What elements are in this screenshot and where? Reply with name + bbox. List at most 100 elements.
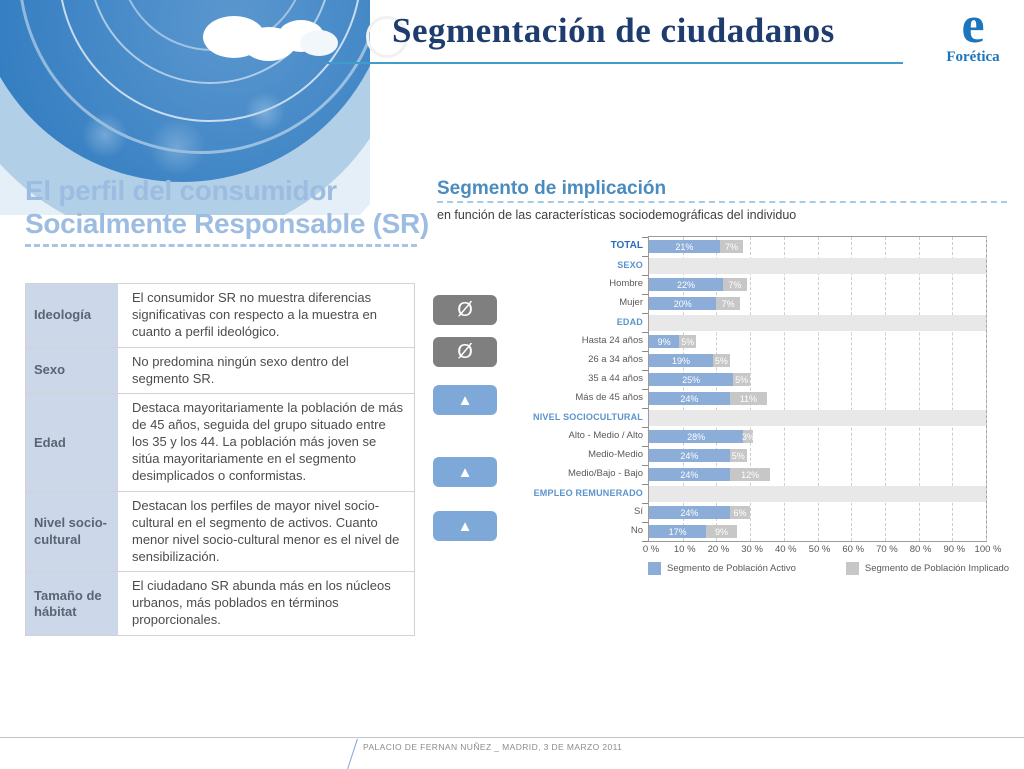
chart-row-label: Medio-Medio [588, 449, 643, 460]
chart-row: 9% 5% [649, 332, 986, 351]
gridline [783, 237, 785, 541]
x-tick-label: 40 % [774, 544, 797, 555]
legend-label: Segmento de Población Implicado [864, 563, 1010, 574]
ghost-circle-decoration [366, 16, 408, 58]
table-row: Ideología El consumidor SR no muestra dif… [26, 284, 414, 347]
gridline [817, 237, 819, 541]
chart-row: 25% 5% [649, 370, 986, 389]
x-tick-label: 30 % [741, 544, 763, 555]
chart-row-label: Mujer [619, 297, 643, 308]
chart-x-axis: 0 % 10 % 20 % 30 % 40 % 50 % 60 % 70 % 80 % 90 % 1… [643, 544, 1002, 556]
table-row: Tamaño de hábitat El ciudadano SR abunda … [26, 571, 414, 636]
chart-row [649, 484, 986, 503]
y-axis-tick [642, 256, 648, 257]
stacked-bar: 24% 6% [649, 506, 986, 519]
bar-segment-activo: 19% [649, 354, 714, 367]
cloud-icon [300, 30, 338, 56]
table-row-label: Edad [26, 394, 121, 491]
chart-row-label: Sí [634, 506, 643, 517]
y-axis-tick [642, 313, 648, 314]
y-axis-tick [642, 427, 648, 428]
indicator-no-difference-chip: Ø [433, 337, 497, 367]
chart-row: 24% 6% [649, 503, 986, 522]
bar-segment-activo: 24% [649, 392, 730, 405]
chart-subtitle: en función de las características sociod… [437, 208, 797, 222]
y-axis-tick [642, 465, 648, 466]
stacked-bar: 25% 5% [649, 373, 986, 386]
indicator-increase-chip: ▲ [433, 457, 497, 487]
profile-heading-line1: El perfil del consumidor [25, 175, 337, 206]
bar-segment-activo: 25% [649, 373, 734, 386]
up-triangle-icon: ▲ [457, 463, 473, 481]
stacked-bar: 24% 11% [649, 392, 986, 405]
chart-row: 24% 11% [649, 389, 986, 408]
up-triangle-icon: ▲ [457, 517, 473, 535]
y-axis-tick [642, 332, 648, 333]
bar-segment-implicado: 9% [706, 525, 737, 538]
bar-segment-implicado: 5% [713, 354, 730, 367]
table-row-label: Nivel socio-cultural [26, 491, 121, 572]
gridline [750, 237, 752, 541]
table-row-text: Destaca mayoritariamente la población de… [132, 400, 403, 484]
y-axis-tick [642, 522, 648, 523]
bar-segment-implicado: 7% [716, 297, 740, 310]
chart-row [649, 408, 986, 427]
bar-segment-implicado: 5% [729, 449, 747, 462]
chart-row-label: TOTAL [610, 240, 643, 251]
y-axis-tick [642, 294, 648, 295]
indicator-no-difference-chip: Ø [433, 295, 497, 325]
indicator-increase-chip: ▲ [433, 385, 497, 415]
bar-segment-implicado: 7% [723, 278, 747, 291]
table-row-label: Tamaño de hábitat [26, 572, 121, 636]
stacked-bar: 9% 5% [649, 335, 986, 348]
chart-row: 19% 5% [649, 351, 986, 370]
chart-plot: 21% 7% 22% 7% 20% 7% 9% 5% 19% 5% 25% 5% 24% 11% 28% 3%… [642, 236, 987, 542]
chart-row-label: Hasta 24 años [581, 335, 643, 346]
stacked-bar: 24% 12% [649, 468, 986, 481]
bar-segment-activo: 28% [649, 430, 744, 443]
gridline [716, 237, 718, 541]
stacked-bar: 21% 7% [649, 240, 986, 253]
bar-segment-activo: 9% [649, 335, 680, 348]
x-tick-label: 50 % [808, 544, 831, 555]
foretica-logo: e Forética [932, 0, 1014, 66]
title-underline [325, 62, 903, 64]
footer-text: PALACIO DE FERNAN NUÑEZ _ MADRID, 3 DE M… [363, 742, 623, 752]
chart-row-label: EDAD [616, 316, 643, 327]
x-tick-label: 80 % [909, 544, 932, 555]
chart-row-label: Más de 45 años [575, 392, 643, 403]
chart-labels: TOTAL SEXO Hombre Mujer EDAD Hasta 24 años 26 … [530, 236, 648, 542]
stacked-bar: 22% 7% [649, 278, 986, 291]
chart-row [649, 313, 986, 332]
table-row: Sexo No predomina ningún sexo dentro del … [26, 346, 414, 394]
decorative-swirl [0, 0, 370, 215]
y-axis-tick [642, 446, 648, 447]
chart-row-label: Alto - Medio / Alto [568, 430, 643, 441]
dashed-divider [437, 201, 1007, 203]
legend-label: Segmento de Población Activo [667, 563, 796, 574]
chart-row: 21% 7% [649, 237, 986, 256]
bar-segment-activo: 21% [649, 240, 720, 253]
chart-row-label: Hombre [609, 278, 643, 289]
up-triangle-icon: ▲ [457, 391, 473, 409]
null-icon: Ø [457, 298, 473, 321]
indicator-increase-chip: ▲ [433, 511, 497, 541]
gridline [986, 237, 987, 541]
table-row-text: El ciudadano SR abunda más en los núcleo… [132, 578, 391, 628]
bar-segment-implicado: 5% [679, 335, 697, 348]
chart-row-label: 26 a 34 años [588, 354, 643, 365]
footer-divider [0, 737, 1024, 738]
stacked-bar: 24% 5% [649, 449, 986, 462]
bar-segment-implicado: 7% [719, 240, 744, 253]
stacked-bar: 20% 7% [649, 297, 986, 310]
stacked-bar: 28% 3% [649, 430, 986, 443]
y-axis-tick [642, 370, 648, 371]
y-axis-tick [642, 351, 648, 352]
table-row-label: Sexo [26, 347, 121, 394]
bar-segment-activo: 17% [649, 525, 707, 538]
x-tick-label: 100 % [974, 544, 1002, 555]
y-axis-tick [642, 484, 648, 485]
chart-row [649, 256, 986, 275]
chart-row-label: No [630, 525, 643, 536]
x-tick-label: 20 % [707, 544, 730, 555]
